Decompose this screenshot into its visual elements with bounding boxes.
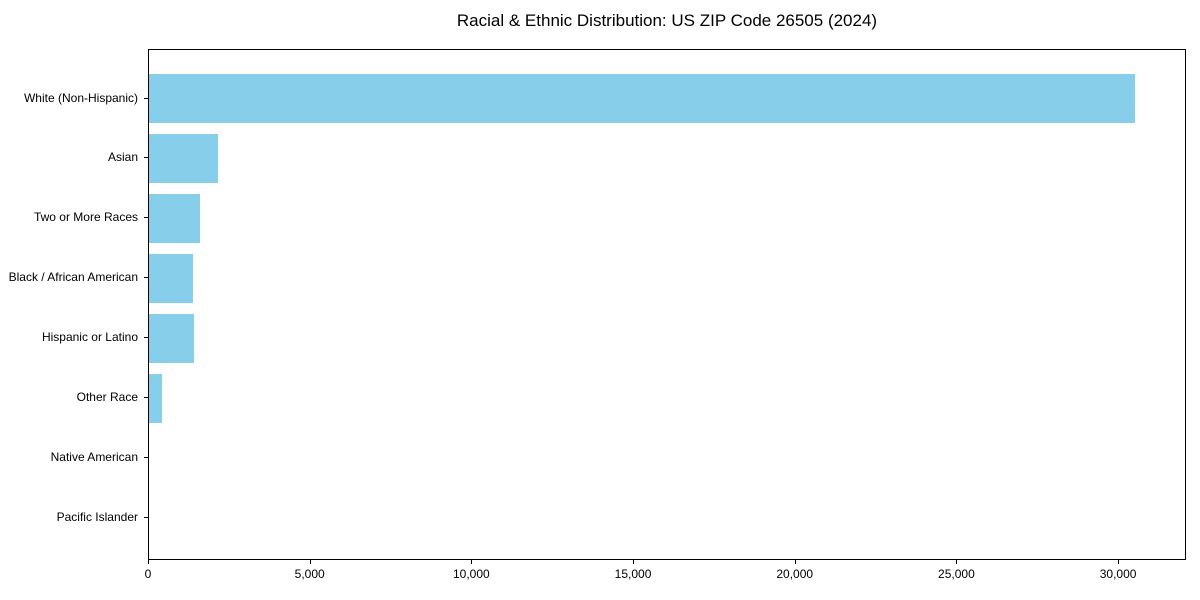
- x-tick-mark: [633, 560, 635, 564]
- y-tick-label-two-or-more-races: Two or More Races: [33, 210, 138, 225]
- x-tick-label-30000: 30,000: [1099, 567, 1137, 581]
- x-tick-mark: [794, 560, 796, 564]
- y-tick-label-asian: Asian: [107, 150, 138, 165]
- x-tick-label-20000: 20,000: [776, 567, 814, 581]
- y-tick-mark: [144, 157, 148, 159]
- x-tick-mark: [148, 560, 149, 564]
- x-tick-label-10000: 10,000: [453, 567, 490, 581]
- x-tick-mark: [471, 560, 473, 564]
- x-tick-label-0: 0: [144, 567, 152, 581]
- y-tick-label-other-race: Other Race: [76, 390, 138, 404]
- x-tick-label-5000: 5,000: [294, 567, 325, 581]
- y-tick-mark: [144, 277, 148, 279]
- x-tick-mark: [956, 560, 958, 564]
- bar-two-or-more-races: [149, 193, 200, 243]
- y-tick-label-hispanic-or-latino: Hispanic or Latino: [41, 330, 138, 345]
- y-tick-label-white-non-hispanic: White (Non-Hispanic): [23, 90, 138, 105]
- bar-white-non-hispanic: [149, 74, 1136, 123]
- y-tick-mark: [144, 456, 148, 458]
- y-tick-label-pacific-islander: Pacific Islander: [56, 509, 138, 524]
- y-tick-mark: [144, 217, 148, 219]
- y-tick-label-black-african-american: Black / African American: [8, 270, 138, 285]
- chart-title: Racial & Ethnic Distribution: US ZIP Cod…: [456, 11, 878, 30]
- y-tick-mark: [144, 337, 148, 339]
- y-tick-mark: [144, 97, 148, 99]
- bar-hispanic-or-latino: [149, 313, 194, 363]
- x-tick-label-15000: 15,000: [614, 567, 652, 581]
- plot-area: [148, 49, 1186, 560]
- x-tick-label-25000: 25,000: [938, 567, 975, 581]
- x-tick-mark: [1118, 560, 1120, 564]
- bar-asian: [149, 133, 218, 183]
- x-tick-mark: [309, 560, 311, 564]
- bar-other-race: [149, 373, 163, 423]
- y-tick-mark: [144, 397, 148, 398]
- y-tick-mark: [144, 516, 148, 518]
- y-tick-label-native-american: Native American: [50, 449, 138, 464]
- bar-black-african-american: [149, 253, 193, 303]
